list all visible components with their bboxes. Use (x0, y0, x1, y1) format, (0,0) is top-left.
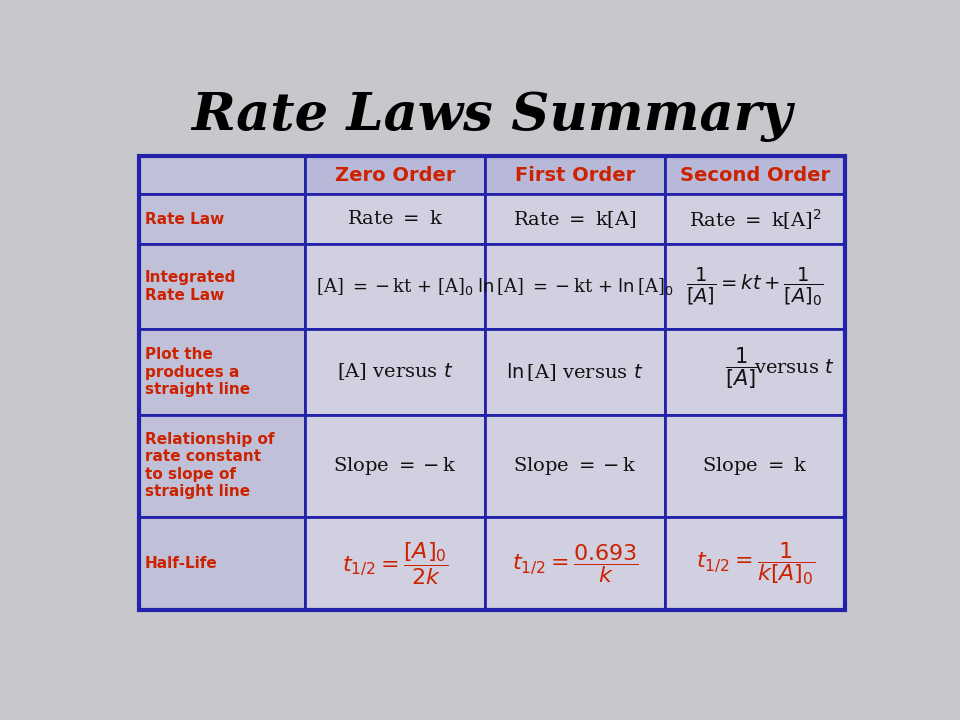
Text: $\ln$[A] versus $t$: $\ln$[A] versus $t$ (506, 361, 644, 383)
Text: versus $t$: versus $t$ (755, 359, 835, 377)
Text: $t_{1/2} = \dfrac{[A]_0}{2k}$: $t_{1/2} = \dfrac{[A]_0}{2k}$ (342, 540, 448, 587)
Bar (138, 156, 304, 194)
Text: $t_{1/2} = \dfrac{1}{k[A]_0}$: $t_{1/2} = \dfrac{1}{k[A]_0}$ (696, 540, 815, 587)
Text: [A] versus $t$: [A] versus $t$ (337, 361, 453, 382)
Text: Rate $=$ k: Rate $=$ k (347, 210, 443, 228)
Bar (485, 194, 665, 244)
Bar (304, 156, 485, 194)
Bar (665, 517, 846, 611)
Text: $\dfrac{1}{[A]} = kt + \dfrac{1}{[A]_0}$: $\dfrac{1}{[A]} = kt + \dfrac{1}{[A]_0}$ (686, 266, 825, 308)
Bar (485, 244, 665, 329)
Bar (485, 156, 665, 194)
Text: First Order: First Order (515, 166, 636, 184)
Text: Rate $=$ k[A]: Rate $=$ k[A] (514, 209, 636, 230)
Text: Rate $=$ k[A]$^2$: Rate $=$ k[A]$^2$ (689, 207, 822, 232)
Text: Rate Law: Rate Law (145, 212, 224, 227)
Text: Relationship of
rate constant
to slope of
straight line: Relationship of rate constant to slope o… (145, 432, 274, 499)
Bar (485, 415, 665, 517)
Bar (138, 244, 304, 329)
Text: Plot the
produces a
straight line: Plot the produces a straight line (145, 347, 250, 397)
Bar (665, 194, 846, 244)
Text: $\ln$[A] $= -$kt $+$ $\ln$[A]$_0$: $\ln$[A] $= -$kt $+$ $\ln$[A]$_0$ (477, 276, 673, 297)
Bar (304, 194, 485, 244)
Text: Integrated
Rate Law: Integrated Rate Law (145, 271, 236, 303)
Bar (485, 329, 665, 415)
Bar (665, 329, 846, 415)
Bar (138, 517, 304, 611)
Bar (138, 194, 304, 244)
Text: Slope $= -$k: Slope $= -$k (333, 455, 457, 477)
Bar (304, 329, 485, 415)
Bar (665, 244, 846, 329)
Bar (304, 244, 485, 329)
Text: Slope $=$ k: Slope $=$ k (703, 455, 808, 477)
Text: Slope $= -$k: Slope $= -$k (514, 455, 636, 477)
Bar (304, 517, 485, 611)
Text: Zero Order: Zero Order (335, 166, 455, 184)
Bar (665, 156, 846, 194)
Text: Rate Laws Summary: Rate Laws Summary (191, 91, 793, 143)
Bar (138, 156, 846, 611)
Bar (485, 517, 665, 611)
Bar (665, 415, 846, 517)
Bar (304, 415, 485, 517)
Text: $t_{1/2} = \dfrac{0.693}{k}$: $t_{1/2} = \dfrac{0.693}{k}$ (512, 542, 638, 585)
Text: $\dfrac{1}{[A]}$: $\dfrac{1}{[A]}$ (725, 345, 757, 390)
Text: Half-Life: Half-Life (145, 556, 217, 571)
Text: Second Order: Second Order (681, 166, 830, 184)
Bar (138, 415, 304, 517)
Text: [A] $= -$kt $+$ [A]$_0$: [A] $= -$kt $+$ [A]$_0$ (316, 276, 474, 297)
Bar (138, 329, 304, 415)
